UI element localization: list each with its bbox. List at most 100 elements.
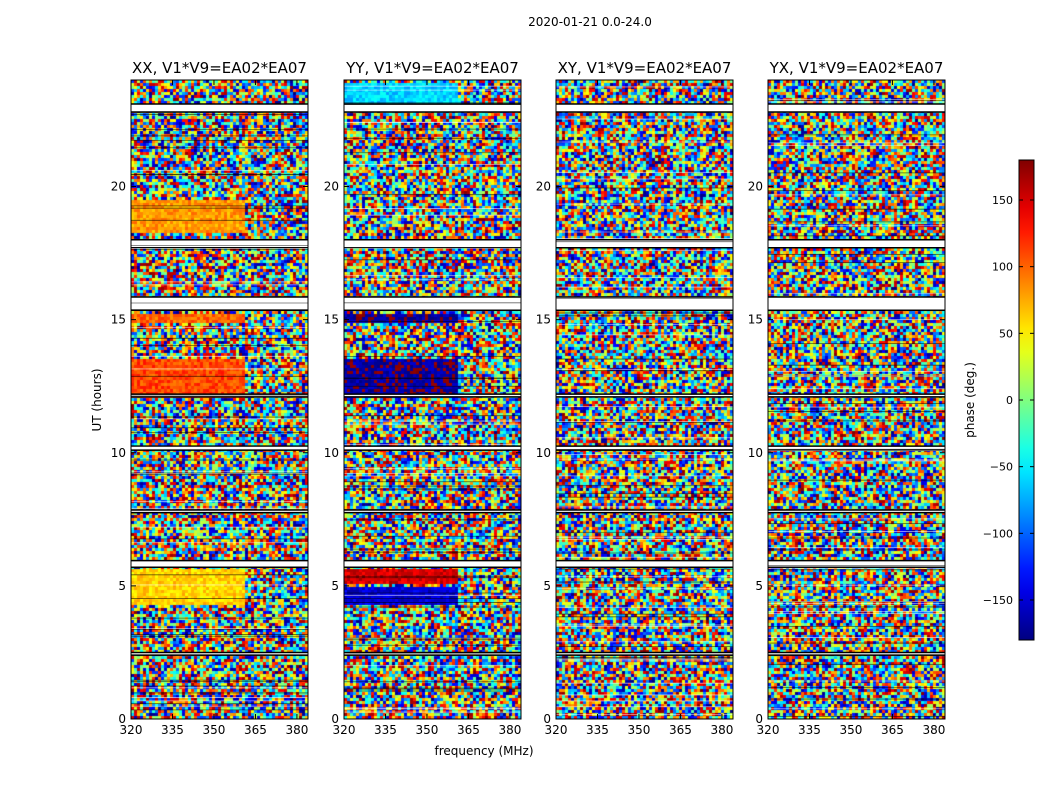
y-tick-label: 5 <box>331 579 339 593</box>
x-tick-label: 350 <box>203 723 226 737</box>
y-tick-label: 5 <box>543 579 551 593</box>
y-tick-label: 20 <box>748 180 763 194</box>
flagged-gap <box>768 103 945 112</box>
x-tick-label: 320 <box>333 723 356 737</box>
panel-frame <box>130 79 309 720</box>
flagged-gap <box>344 239 521 248</box>
flagged-gap <box>131 560 308 568</box>
panel-yx: YX, V1*V9=EA02*EA07 320 335 350 365 380 0 5 10 15… <box>748 59 946 737</box>
flagged-gap <box>556 560 733 568</box>
panel-frame <box>343 79 522 720</box>
colorbar-tick-label: −100 <box>983 527 1013 540</box>
x-tick-label: 380 <box>285 723 308 737</box>
panel-title: YY, V1*V9=EA02*EA07 <box>345 59 519 77</box>
flagged-gap <box>131 652 308 656</box>
flagged-gap <box>344 394 521 397</box>
x-tick-label: 350 <box>628 723 651 737</box>
flagged-gap <box>768 446 945 451</box>
x-tick-label: 365 <box>669 723 692 737</box>
flagged-gap <box>131 296 308 311</box>
colorbar-tick-label: 50 <box>999 327 1013 340</box>
x-tick-label: 335 <box>374 723 397 737</box>
panel-frame <box>767 79 946 720</box>
flagged-gap <box>131 239 308 248</box>
flagged-gap <box>344 296 521 311</box>
flagged-gap <box>344 446 521 451</box>
phase-heatmap <box>556 80 733 719</box>
y-tick-label: 10 <box>748 446 763 460</box>
colorbar-tick-label: −150 <box>983 594 1013 607</box>
flagged-gap <box>131 103 308 112</box>
flagged-gap <box>768 394 945 397</box>
y-tick-label: 20 <box>536 180 551 194</box>
panel-frame <box>555 79 734 720</box>
y-tick-label: 15 <box>536 313 551 327</box>
x-tick-label: 350 <box>416 723 439 737</box>
flagged-gap <box>131 446 308 451</box>
panel-yy: YY, V1*V9=EA02*EA07 320 335 350 365 380 0 5 10 15… <box>324 59 522 737</box>
y-tick-label: 0 <box>543 712 551 726</box>
phase-heatmap-canvas <box>131 80 308 719</box>
phase-heatmap <box>768 80 945 719</box>
colorbar-label: phase (deg.) <box>963 362 977 438</box>
x-tick-label: 335 <box>586 723 609 737</box>
y-tick-label: 20 <box>111 180 126 194</box>
y-axis-label: UT (hours) <box>90 368 104 431</box>
colorbar-tick-label: 100 <box>992 261 1013 274</box>
x-tick-label: 335 <box>798 723 821 737</box>
x-tick-label: 380 <box>710 723 733 737</box>
x-tick-label: 320 <box>120 723 143 737</box>
x-tick-label: 380 <box>498 723 521 737</box>
x-tick-label: 335 <box>161 723 184 737</box>
flagged-gap <box>556 446 733 451</box>
y-tick-label: 5 <box>118 579 126 593</box>
y-tick-label: 15 <box>748 313 763 327</box>
flagged-gap <box>344 560 521 568</box>
flagged-gap <box>768 560 945 568</box>
flagged-gap <box>768 296 945 311</box>
y-tick-label: 0 <box>331 712 339 726</box>
flagged-gap <box>556 103 733 112</box>
y-tick-label: 10 <box>536 446 551 460</box>
x-tick-label: 365 <box>457 723 480 737</box>
y-tick-label: 15 <box>324 313 339 327</box>
panels-group: XX, V1*V9=EA02*EA07 320 335 350 365 380 0 5 10 15… <box>111 59 946 737</box>
colorbar-tick-label: 150 <box>992 194 1013 207</box>
flagged-gap <box>768 509 945 513</box>
y-tick-label: 15 <box>111 313 126 327</box>
phase-heatmap <box>131 80 308 719</box>
panel-xx: XX, V1*V9=EA02*EA07 320 335 350 365 380 0 5 10 15… <box>111 59 309 737</box>
flagged-gap <box>768 652 945 656</box>
flagged-gap <box>344 509 521 513</box>
y-tick-label: 0 <box>755 712 763 726</box>
flagged-gap <box>556 652 733 656</box>
colorbar-tick-label: −50 <box>990 461 1013 474</box>
x-tick-label: 320 <box>545 723 568 737</box>
x-tick-label: 365 <box>244 723 267 737</box>
panel-title: XY, V1*V9=EA02*EA07 <box>558 59 732 77</box>
flagged-gap <box>556 296 733 311</box>
panel-title: YX, V1*V9=EA02*EA07 <box>769 59 944 77</box>
x-tick-label: 365 <box>881 723 904 737</box>
x-tick-label: 380 <box>922 723 945 737</box>
x-tick-label: 320 <box>757 723 780 737</box>
flagged-gap <box>131 509 308 513</box>
flagged-gap <box>344 652 521 656</box>
panel-xy: XY, V1*V9=EA02*EA07 320 335 350 365 380 0 5 10 15… <box>536 59 734 737</box>
y-tick-label: 20 <box>324 180 339 194</box>
y-tick-label: 10 <box>324 446 339 460</box>
phase-heatmap-canvas <box>344 80 521 719</box>
flagged-gap <box>556 509 733 513</box>
y-tick-label: 10 <box>111 446 126 460</box>
colorbar-tick-label: 0 <box>1006 394 1013 407</box>
x-tick-label: 350 <box>840 723 863 737</box>
phase-heatmap <box>344 80 521 719</box>
x-axis-label: frequency (MHz) <box>434 744 533 758</box>
panel-title: XX, V1*V9=EA02*EA07 <box>132 59 307 77</box>
phase-heatmap-canvas <box>556 80 733 719</box>
figure-title: 2020-01-21 0.0-24.0 <box>528 15 652 29</box>
colorbar: 150 100 50 0 −50 −100 −150 <box>983 159 1035 641</box>
flagged-gap <box>556 239 733 248</box>
flagged-gap <box>556 394 733 397</box>
